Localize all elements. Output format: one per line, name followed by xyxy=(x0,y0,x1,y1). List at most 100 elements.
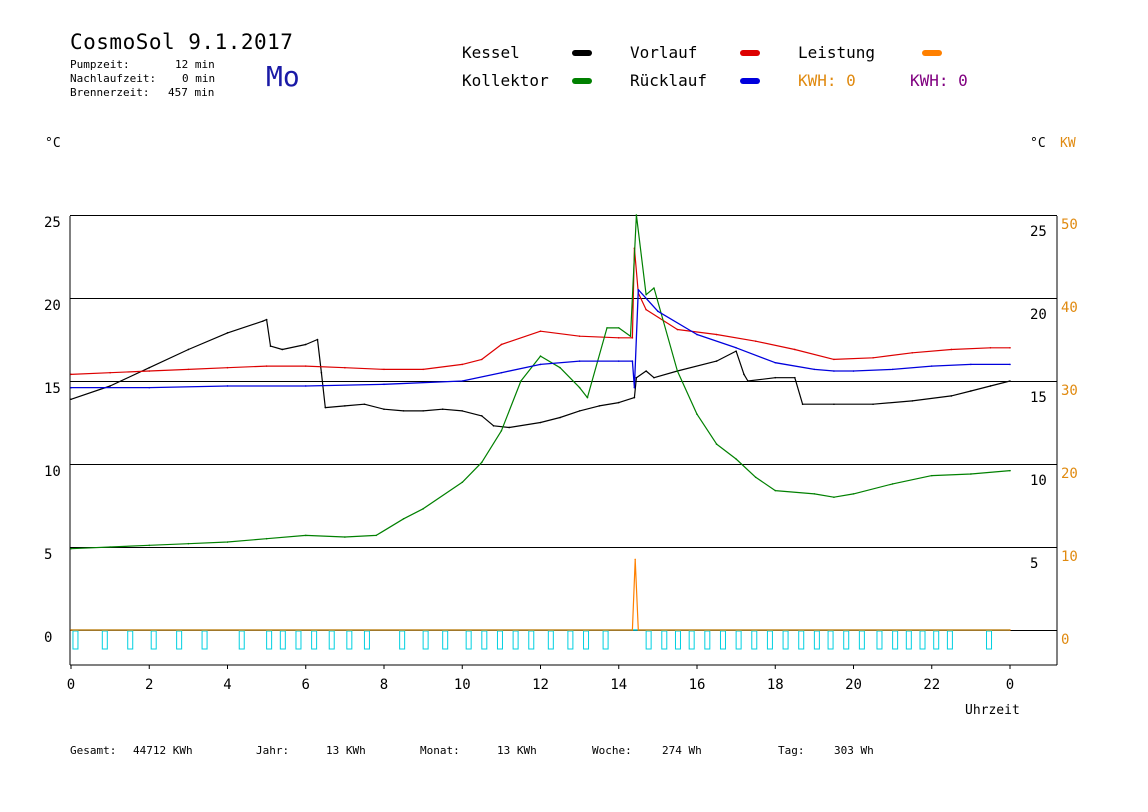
pump-marker-24 xyxy=(583,630,590,650)
point-kessel-42 xyxy=(911,400,913,402)
y-tick-left-25: 25 xyxy=(44,215,61,231)
y-tick-right-kw-0: 0 xyxy=(1061,632,1069,648)
pump-marker-23 xyxy=(567,630,574,650)
pump-marker-44 xyxy=(919,630,926,650)
point-kessel-26 xyxy=(598,405,600,407)
pump-marker-17 xyxy=(465,630,472,650)
x-tick-label-6: 12 xyxy=(532,677,549,693)
point-kessel-6 xyxy=(265,318,268,321)
point-kollektor-34 xyxy=(891,483,894,485)
point-kollektor-9 xyxy=(402,517,405,520)
point-vorlauf-10 xyxy=(461,363,464,366)
series-line-leistung xyxy=(71,558,1010,631)
point-kessel-40 xyxy=(833,403,835,406)
point-kessel-22 xyxy=(508,426,511,429)
point-ruecklauf-1 xyxy=(148,386,151,389)
x-tick-label-3: 6 xyxy=(302,677,310,693)
point-leistung-4 xyxy=(1009,629,1011,631)
point-vorlauf-23 xyxy=(794,348,796,351)
x-tick-label-7: 14 xyxy=(610,677,627,693)
point-kessel-25 xyxy=(578,410,581,412)
point-ruecklauf-16 xyxy=(774,361,777,364)
point-kessel-31 xyxy=(653,376,655,379)
y-tick-right-kw-20: 20 xyxy=(1061,466,1078,482)
point-kollektor-31 xyxy=(813,493,816,495)
point-kessel-0 xyxy=(70,398,72,401)
legend-vorlauf-label: Vorlauf xyxy=(630,43,698,62)
point-kessel-15 xyxy=(383,408,385,411)
point-kessel-29 xyxy=(635,376,638,379)
y-tick-left-15: 15 xyxy=(44,381,61,397)
pump-marker-3 xyxy=(150,630,157,650)
kwh-orange: KWH: 0 xyxy=(798,71,856,90)
pump-marker-16 xyxy=(442,630,449,650)
point-ruecklauf-19 xyxy=(852,370,855,372)
point-kollektor-11 xyxy=(461,481,464,484)
point-kessel-39 xyxy=(801,403,804,406)
pump-marker-25 xyxy=(602,630,609,650)
point-kessel-38 xyxy=(794,376,796,379)
point-kollektor-28 xyxy=(735,458,737,460)
point-ruecklauf-15 xyxy=(735,347,737,349)
legend-leistung-swatch xyxy=(922,50,942,56)
point-kollektor-24 xyxy=(653,287,655,289)
pump-marker-6 xyxy=(238,630,245,650)
point-kessel-24 xyxy=(559,416,561,419)
pump-marker-26 xyxy=(645,630,652,650)
point-kollektor-16 xyxy=(559,366,561,369)
point-ruecklauf-10 xyxy=(631,360,634,362)
point-ruecklauf-18 xyxy=(833,370,835,372)
point-vorlauf-26 xyxy=(911,351,913,354)
point-kessel-9 xyxy=(304,343,307,346)
point-kollektor-25 xyxy=(676,370,679,372)
y-tick-right-kw-50: 50 xyxy=(1061,217,1078,233)
point-ruecklauf-9 xyxy=(617,360,620,362)
pump-marker-4 xyxy=(176,630,183,650)
y-tick-left-0: 0 xyxy=(44,630,52,646)
point-kessel-46 xyxy=(1009,380,1011,382)
point-ruecklauf-3 xyxy=(304,385,307,387)
legend-leistung-label: Leistung xyxy=(798,43,876,62)
pump-marker-40 xyxy=(858,630,865,650)
y-tick-right-kw-40: 40 xyxy=(1061,300,1078,316)
series-line-kessel xyxy=(70,319,1011,429)
point-vorlauf-19 xyxy=(645,308,647,311)
point-kessel-23 xyxy=(539,421,542,424)
point-kollektor-20 xyxy=(617,327,620,329)
point-vorlauf-20 xyxy=(676,328,679,331)
point-kollektor-22 xyxy=(635,214,638,216)
pump-marker-42 xyxy=(892,630,899,650)
point-kessel-10 xyxy=(316,338,319,341)
point-vorlauf-9 xyxy=(422,368,424,371)
point-kollektor-33 xyxy=(852,493,855,495)
point-vorlauf-21 xyxy=(715,333,718,336)
point-kollektor-0 xyxy=(70,547,72,550)
pump-marker-27 xyxy=(661,630,668,650)
pump-marker-45 xyxy=(933,630,940,650)
y-tick-right-c-25: 25 xyxy=(1030,224,1047,240)
point-kollektor-36 xyxy=(970,473,972,475)
right-axis-unit-kw: KW xyxy=(1060,136,1076,151)
point-ruecklauf-5 xyxy=(461,380,464,382)
point-vorlauf-12 xyxy=(500,343,503,346)
y-tick-left-20: 20 xyxy=(44,298,61,314)
stat-value-pumpzeit: 12 min xyxy=(175,58,215,71)
x-tick-label-5: 10 xyxy=(454,677,471,693)
x-tick-label-8: 16 xyxy=(689,677,706,693)
series-line-kollektor xyxy=(70,214,1011,550)
point-kessel-16 xyxy=(402,410,405,412)
point-kollektor-27 xyxy=(715,443,718,445)
page-title: CosmoSol 9.1.2017 xyxy=(70,30,294,54)
footer-gesamt-value: 44712 KWh xyxy=(133,744,193,757)
stat-value-nachlaufzeit: 0 min xyxy=(182,72,216,85)
pump-marker-39 xyxy=(843,630,850,650)
footer-woche-value: 274 Wh xyxy=(662,744,702,757)
point-vorlauf-27 xyxy=(950,348,953,351)
pump-marker-31 xyxy=(719,630,726,650)
right-axis-unit-celsius: °C xyxy=(1030,136,1046,151)
x-tick-label-9: 18 xyxy=(767,677,784,693)
pump-marker-43 xyxy=(905,630,912,650)
point-kessel-14 xyxy=(363,403,366,406)
point-kollektor-37 xyxy=(1009,469,1011,472)
